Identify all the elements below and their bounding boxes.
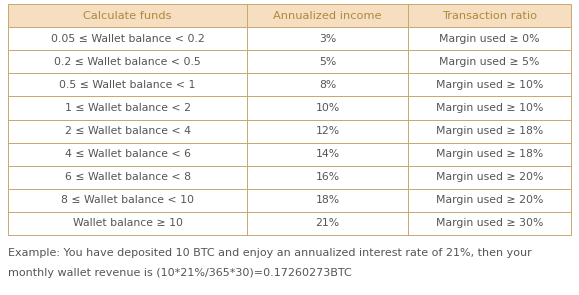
Bar [8,96,247,119]
Bar [408,142,571,166]
Text: monthly wallet revenue is (10*21%/365*30)=0.17260273BTC: monthly wallet revenue is (10*21%/365*30… [8,268,352,278]
Text: 0.2 ≤ Wallet balance < 0.5: 0.2 ≤ Wallet balance < 0.5 [54,57,201,67]
Bar [8,166,247,189]
Bar [408,119,571,142]
Bar [408,27,571,50]
Bar [408,50,571,73]
Bar [8,119,247,142]
Text: Margin used ≥ 18%: Margin used ≥ 18% [436,126,543,136]
Bar [408,212,571,235]
Text: 8%: 8% [319,80,336,90]
Bar [247,50,408,73]
Bar [247,212,408,235]
Text: Margin used ≥ 5%: Margin used ≥ 5% [439,57,540,67]
Bar [8,189,247,212]
Bar [247,4,408,27]
Text: 12%: 12% [316,126,339,136]
Text: Margin used ≥ 10%: Margin used ≥ 10% [435,103,543,113]
Bar [247,96,408,119]
Bar [8,4,247,27]
Text: Transaction ratio: Transaction ratio [442,11,537,21]
Text: 2 ≤ Wallet balance < 4: 2 ≤ Wallet balance < 4 [65,126,190,136]
Text: Margin used ≥ 20%: Margin used ≥ 20% [435,172,543,182]
Text: 21%: 21% [316,219,339,228]
Bar [408,166,571,189]
Bar [8,73,247,96]
Text: Calculate funds: Calculate funds [83,11,172,21]
Text: 6 ≤ Wallet balance < 8: 6 ≤ Wallet balance < 8 [65,172,190,182]
Bar [8,50,247,73]
Text: 0.5 ≤ Wallet balance < 1: 0.5 ≤ Wallet balance < 1 [60,80,196,90]
Text: 14%: 14% [316,149,339,159]
Text: 1 ≤ Wallet balance < 2: 1 ≤ Wallet balance < 2 [65,103,190,113]
Text: 18%: 18% [316,195,339,205]
Bar [247,189,408,212]
Bar [247,166,408,189]
Bar [247,142,408,166]
Text: Annualized income: Annualized income [273,11,382,21]
Bar [408,189,571,212]
Text: 16%: 16% [316,172,339,182]
Bar [408,73,571,96]
Bar [408,4,571,27]
Text: 5%: 5% [319,57,336,67]
Text: Margin used ≥ 0%: Margin used ≥ 0% [439,34,540,44]
Bar [8,142,247,166]
Bar [247,73,408,96]
Text: Example: You have deposited 10 BTC and enjoy an annualized interest rate of 21%,: Example: You have deposited 10 BTC and e… [8,248,532,258]
Text: 0.05 ≤ Wallet balance < 0.2: 0.05 ≤ Wallet balance < 0.2 [51,34,204,44]
Text: Margin used ≥ 30%: Margin used ≥ 30% [435,219,543,228]
Text: Wallet balance ≥ 10: Wallet balance ≥ 10 [72,219,182,228]
Text: Margin used ≥ 18%: Margin used ≥ 18% [436,149,543,159]
Bar [408,96,571,119]
Bar [247,119,408,142]
Text: 8 ≤ Wallet balance < 10: 8 ≤ Wallet balance < 10 [61,195,194,205]
Bar [8,212,247,235]
Text: 10%: 10% [316,103,340,113]
Text: Margin used ≥ 10%: Margin used ≥ 10% [435,80,543,90]
Bar [8,27,247,50]
Text: 4 ≤ Wallet balance < 6: 4 ≤ Wallet balance < 6 [65,149,190,159]
Text: 3%: 3% [319,34,336,44]
Text: Margin used ≥ 20%: Margin used ≥ 20% [435,195,543,205]
Bar [247,27,408,50]
